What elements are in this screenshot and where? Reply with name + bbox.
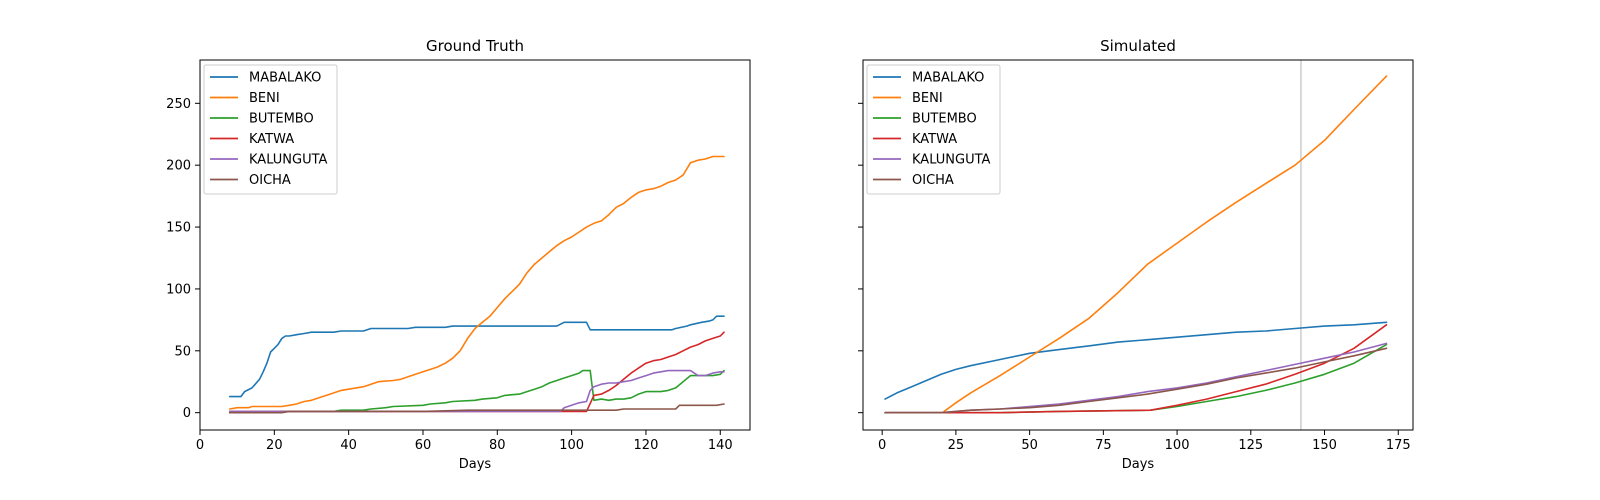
chart-0-x-tick-label: 20: [266, 438, 283, 453]
simulated-panel: Simulated 0 25 50 75 100 125 150 175 Days MABALAKO…: [858, 37, 1414, 472]
chart-0-x-tick-label: 80: [489, 438, 506, 453]
chart-1-series-katwa-line: [884, 323, 1388, 414]
chart-1-plot-frame: [862, 59, 1414, 431]
chart-0-series-mabalako-line: [228, 315, 725, 398]
chart-1-legend-label-oicha: OICHA: [912, 173, 954, 188]
chart-0-legend: MABALAKO BENI BUTEMBO KATWA KALUNGUTA OICHA: [203, 64, 338, 195]
chart-0-y-tick-label: 150: [166, 221, 191, 236]
chart-1-title: Simulated: [1100, 37, 1176, 55]
chart-0-x-tick-label: 0: [196, 438, 204, 453]
chart-0-series-kalunguta-line: [228, 369, 725, 413]
chart-1-x-tick-label: 125: [1238, 438, 1263, 453]
chart-1-legend-label-butembo: BUTEMBO: [912, 112, 977, 127]
chart-1-x-axis-label: Days: [1122, 457, 1155, 472]
chart-1-series-mabalako-line: [884, 321, 1388, 400]
chart-0-plot-frame: [199, 59, 751, 431]
chart-1-legend-label-katwa: KATWA: [912, 132, 957, 147]
chart-1-x-tick-label: 100: [1165, 438, 1190, 453]
chart-1-legend: MABALAKO BENI BUTEMBO KATWA KALUNGUTA OICHA: [866, 64, 1001, 195]
chart-1-legend-label-kalunguta: KALUNGUTA: [912, 153, 991, 168]
chart-0-legend-label-oicha: OICHA: [249, 173, 291, 188]
chart-0-legend-label-butembo: BUTEMBO: [249, 112, 314, 127]
chart-0-y-tick-label: 50: [174, 344, 191, 359]
chart-0-legend-label-katwa: KATWA: [249, 132, 294, 147]
chart-0-legend-label-beni: BENI: [249, 91, 280, 106]
chart-0-series-beni-line: [228, 155, 725, 410]
chart-1-x-tick-label: 25: [948, 438, 965, 453]
chart-0-title: Ground Truth: [426, 37, 524, 55]
chart-1-legend-label-mabalako: MABALAKO: [912, 71, 984, 86]
chart-1-x-tick-label: 75: [1095, 438, 1112, 453]
chart-0-legend-label-kalunguta: KALUNGUTA: [249, 153, 328, 168]
chart-0-y-tick-label: 250: [166, 97, 191, 112]
chart-0-y-tick-label: 200: [166, 159, 191, 174]
chart-1-x-tick-label: 175: [1386, 438, 1411, 453]
ground-truth-panel: Ground Truth 0 20 40 60 80 100 120 140 0 50 100 150 2…: [166, 37, 751, 472]
chart-0-x-axis-label: Days: [459, 457, 492, 472]
chart-1-legend-label-beni: BENI: [912, 91, 943, 106]
chart-1-x-tick-label: 0: [878, 438, 886, 453]
chart-0-y-tick-label: 100: [166, 282, 191, 297]
chart-1-series-butembo-line: [884, 343, 1388, 414]
chart-0-y-tick-label: 0: [183, 406, 191, 421]
chart-0-x-tick-label: 60: [415, 438, 432, 453]
chart-0-x-tick-label: 40: [340, 438, 357, 453]
chart-0-x-tick-label: 120: [634, 438, 659, 453]
chart-0-series-oicha-line: [228, 403, 725, 414]
chart-1-x-tick-label: 50: [1021, 438, 1038, 453]
chart-1-series-oicha-line: [884, 347, 1388, 414]
chart-0-series-butembo-line: [228, 369, 725, 414]
chart-1-series-beni-line: [943, 75, 1388, 413]
chart-0-series-katwa-line: [228, 331, 725, 413]
chart-0-x-tick-label: 100: [559, 438, 584, 453]
chart-1-x-tick-label: 150: [1312, 438, 1337, 453]
chart-0-x-tick-label: 140: [708, 438, 733, 453]
chart-0-legend-label-mabalako: MABALAKO: [249, 71, 321, 86]
